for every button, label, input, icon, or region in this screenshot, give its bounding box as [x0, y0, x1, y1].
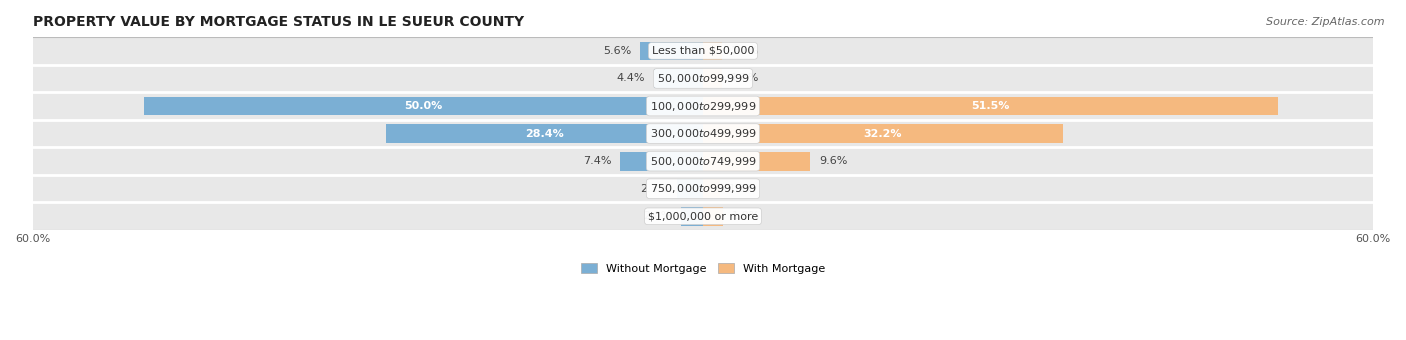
Text: PROPERTY VALUE BY MORTGAGE STATUS IN LE SUEUR COUNTY: PROPERTY VALUE BY MORTGAGE STATUS IN LE …	[32, 15, 524, 29]
Bar	[32, 65, 1374, 92]
Text: $50,000 to $99,999: $50,000 to $99,999	[657, 72, 749, 85]
Bar	[640, 41, 703, 60]
Bar	[620, 152, 703, 171]
Bar	[678, 179, 703, 198]
Text: 50.0%: 50.0%	[405, 101, 443, 111]
Bar	[32, 37, 1374, 65]
Bar	[32, 147, 1374, 175]
Text: Less than $50,000: Less than $50,000	[652, 46, 754, 56]
Text: 7.4%: 7.4%	[583, 156, 612, 166]
Bar	[703, 97, 1278, 115]
Text: 2.0%: 2.0%	[644, 211, 672, 221]
Text: Source: ZipAtlas.com: Source: ZipAtlas.com	[1267, 17, 1385, 27]
Legend: Without Mortgage, With Mortgage: Without Mortgage, With Mortgage	[576, 259, 830, 278]
Text: 4.4%: 4.4%	[616, 73, 645, 83]
Text: 5.6%: 5.6%	[603, 46, 631, 56]
Text: 51.5%: 51.5%	[972, 101, 1010, 111]
Text: $300,000 to $499,999: $300,000 to $499,999	[650, 127, 756, 140]
Bar	[703, 69, 723, 88]
Bar	[145, 97, 703, 115]
Text: 1.8%: 1.8%	[733, 211, 761, 221]
Text: $100,000 to $299,999: $100,000 to $299,999	[650, 100, 756, 113]
Text: $750,000 to $999,999: $750,000 to $999,999	[650, 182, 756, 195]
Bar	[703, 41, 723, 60]
Text: 28.4%: 28.4%	[524, 129, 564, 139]
Text: 1.7%: 1.7%	[731, 73, 759, 83]
Bar	[703, 124, 1063, 143]
Bar	[385, 124, 703, 143]
Bar	[32, 92, 1374, 120]
Bar	[703, 179, 720, 198]
Bar	[703, 152, 810, 171]
Text: $1,000,000 or more: $1,000,000 or more	[648, 211, 758, 221]
Bar	[32, 120, 1374, 147]
Text: $500,000 to $749,999: $500,000 to $749,999	[650, 155, 756, 168]
Text: 1.7%: 1.7%	[731, 46, 759, 56]
Text: 32.2%: 32.2%	[863, 129, 903, 139]
Text: 1.5%: 1.5%	[728, 184, 756, 194]
Bar	[32, 203, 1374, 230]
Bar	[654, 69, 703, 88]
Bar	[703, 207, 723, 226]
Bar	[32, 175, 1374, 203]
Text: 2.3%: 2.3%	[640, 184, 668, 194]
Bar	[681, 207, 703, 226]
Text: 9.6%: 9.6%	[820, 156, 848, 166]
